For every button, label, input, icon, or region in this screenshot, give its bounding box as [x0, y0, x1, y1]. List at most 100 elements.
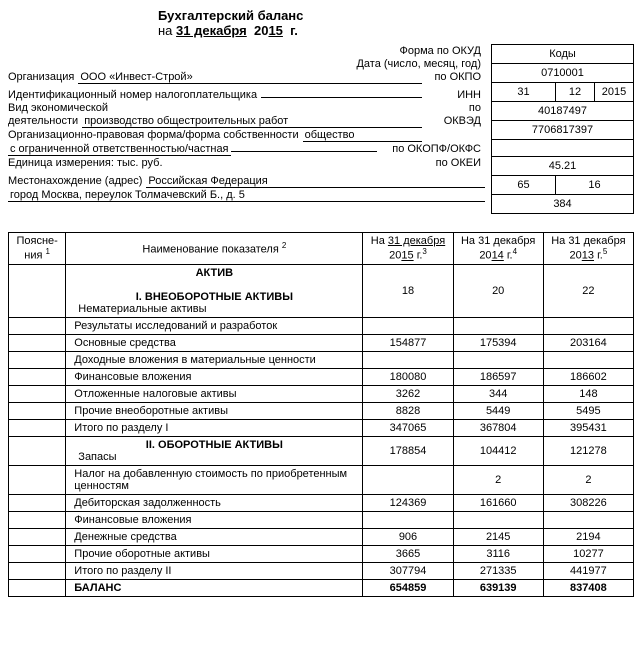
code-okfs: 16 — [556, 176, 634, 195]
v1: 906 — [363, 528, 453, 545]
suffix-po1: по — [426, 102, 481, 114]
row-name: Основные средства — [66, 334, 363, 351]
label-form-okud: Форма по ОКУД — [321, 45, 481, 57]
value-location2: город Москва, переулок Толмачевский Б., … — [8, 189, 485, 202]
value-org: ООО «Инвест-Строй» — [78, 71, 422, 84]
v3: 10277 — [543, 545, 633, 562]
balance-label: БАЛАНС — [66, 579, 363, 596]
v1: 180080 — [363, 368, 453, 385]
row-name: Результаты исследований и разработок — [66, 317, 363, 334]
subtitle-year: 15 — [268, 23, 282, 38]
row-name: Отложенные налоговые активы — [66, 385, 363, 402]
poj-cell — [9, 528, 66, 545]
v1: 8828 — [363, 402, 453, 419]
v1: 654859 — [363, 579, 453, 596]
poj-cell — [9, 436, 66, 465]
v1: 178854 — [363, 436, 453, 465]
code-date-y: 2015 — [595, 83, 634, 102]
v2: 5449 — [453, 402, 543, 419]
v3: 395431 — [543, 419, 633, 436]
row-name: Налог на добавленную стоимость по приобр… — [66, 465, 363, 494]
v3: 837408 — [543, 579, 633, 596]
code-okopf: 65 — [492, 176, 556, 195]
v3: 121278 — [543, 436, 633, 465]
label-inn: Идентификационный номер налогоплательщик… — [8, 89, 257, 101]
subtitle-suffix: г. — [290, 23, 298, 38]
th-name: Наименование показателя 2 — [66, 233, 363, 265]
poj-cell — [9, 579, 66, 596]
label-orgform: Организационно-правовая форма/форма собс… — [8, 129, 299, 141]
row-name: Итого по разделу I — [66, 419, 363, 436]
row-name: Итого по разделу II — [66, 562, 363, 579]
row-name: Прочие оборотные активы — [66, 545, 363, 562]
section-1-head: АКТИВI. ВНЕОБОРОТНЫЕ АКТИВЫНематериальны… — [66, 264, 363, 317]
codes-header: Коды — [492, 45, 634, 64]
code-okved: 45.21 — [492, 157, 634, 176]
th-y1: На 31 декабря2015 г.3 — [363, 233, 453, 265]
v3: 441977 — [543, 562, 633, 579]
label-location: Местонахождение (адрес) — [8, 175, 142, 187]
subtitle-date: 31 декабря — [176, 23, 247, 38]
subtitle-y20: 20 — [254, 23, 268, 38]
v3: 308226 — [543, 494, 633, 511]
v2: 271335 — [453, 562, 543, 579]
v1 — [363, 511, 453, 528]
v3 — [543, 511, 633, 528]
v2: 639139 — [453, 579, 543, 596]
th-poj: Поясне- ния 1 — [9, 233, 66, 265]
poj-cell — [9, 465, 66, 494]
poj-cell — [9, 511, 66, 528]
v2: 367804 — [453, 419, 543, 436]
v3: 2194 — [543, 528, 633, 545]
v1: 18 — [363, 264, 453, 317]
suffix-inn: ИНН — [426, 89, 481, 101]
th-y2: На 31 декабря2014 г.4 — [453, 233, 543, 265]
poj-cell — [9, 545, 66, 562]
label-activity: Вид экономической — [8, 102, 108, 114]
row-name: Дебиторская задолженность — [66, 494, 363, 511]
poj-cell — [9, 562, 66, 579]
row-name: Прочие внеоборотные активы — [66, 402, 363, 419]
label-unit: Единица измерения: тыс. руб. — [8, 157, 163, 169]
row-name: Финансовые вложения — [66, 511, 363, 528]
v2: 3116 — [453, 545, 543, 562]
code-okud: 0710001 — [492, 64, 634, 83]
v1: 124369 — [363, 494, 453, 511]
section-2-head: II. ОБОРОТНЫЕ АКТИВЫЗапасы — [66, 436, 363, 465]
code-okpo: 40187497 — [492, 102, 634, 121]
doc-subtitle: на 31 декабря 2015 г. — [158, 23, 634, 38]
v1: 307794 — [363, 562, 453, 579]
poj-cell — [9, 351, 66, 368]
value-activity: производство общестроительных работ — [82, 115, 422, 128]
v3: 203164 — [543, 334, 633, 351]
v1 — [363, 317, 453, 334]
value-location1: Российская Федерация — [146, 175, 485, 188]
poj-cell — [9, 494, 66, 511]
label-date: Дата (число, месяц, год) — [321, 58, 481, 70]
codes-table: Коды 0710001 31 12 2015 40187497 7706817… — [491, 44, 634, 214]
code-date-d: 31 — [492, 83, 556, 102]
poj-cell — [9, 368, 66, 385]
value-orgform2: с ограниченной ответственностью/частная — [8, 143, 231, 156]
value-orgform: общество — [303, 129, 422, 142]
v1: 154877 — [363, 334, 453, 351]
v2: 2 — [453, 465, 543, 494]
v2 — [453, 317, 543, 334]
label-org: Организация — [8, 71, 74, 83]
code-inn: 7706817397 — [492, 121, 634, 140]
v2 — [453, 351, 543, 368]
row-name: Денежные средства — [66, 528, 363, 545]
v2: 344 — [453, 385, 543, 402]
poj-cell — [9, 264, 66, 317]
v3: 2 — [543, 465, 633, 494]
v3 — [543, 317, 633, 334]
suffix-okei: по ОКЕИ — [426, 157, 481, 169]
poj-cell — [9, 419, 66, 436]
suffix-okpo: по ОКПО — [426, 71, 481, 83]
v3 — [543, 351, 633, 368]
balance-table: Поясне- ния 1 Наименование показателя 2 … — [8, 232, 634, 597]
label-activity2: деятельности — [8, 115, 78, 127]
poj-cell — [9, 317, 66, 334]
v3: 148 — [543, 385, 633, 402]
poj-cell — [9, 385, 66, 402]
